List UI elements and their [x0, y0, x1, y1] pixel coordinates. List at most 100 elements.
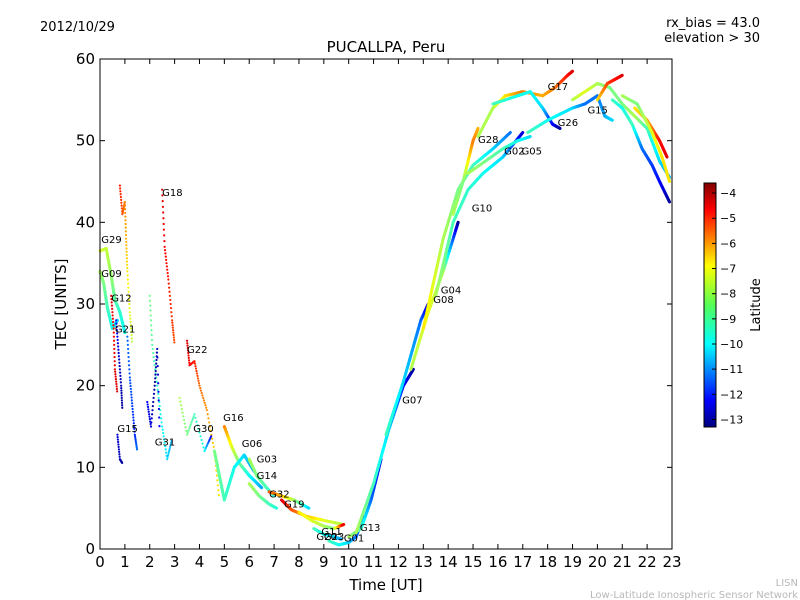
x-tick-label: 4 — [195, 553, 205, 571]
data-point — [119, 374, 122, 377]
data-point — [114, 378, 118, 381]
data-point — [153, 364, 156, 367]
data-point — [113, 351, 116, 355]
x-tick-label: 13 — [414, 553, 433, 571]
satellite-label-g02: G02 — [504, 147, 524, 158]
data-point — [159, 413, 162, 416]
data-point — [186, 342, 189, 345]
data-point — [148, 418, 151, 421]
data-point — [211, 441, 215, 444]
x-tick-label: 14 — [439, 553, 458, 571]
data-point — [186, 431, 189, 434]
data-point — [113, 360, 116, 363]
data-point — [126, 263, 129, 266]
satellite-label-g30: G30 — [193, 424, 213, 435]
data-point — [125, 247, 128, 250]
data-point — [185, 429, 188, 433]
data-point — [156, 384, 159, 387]
series-g30 — [178, 396, 213, 453]
data-point — [172, 333, 175, 337]
data-point — [196, 374, 199, 377]
data-point — [152, 355, 155, 359]
data-point — [125, 250, 128, 253]
data-point — [185, 433, 189, 436]
colorbar-label: Latitude — [749, 278, 764, 332]
data-point — [151, 404, 154, 408]
series-g03b — [595, 73, 624, 102]
data-point — [120, 389, 123, 392]
data-point — [116, 338, 119, 342]
satellite-label-g13: G13 — [360, 523, 380, 534]
data-point — [200, 438, 203, 442]
data-point — [195, 372, 199, 375]
series-g08 — [384, 302, 430, 437]
satellite-label-g22: G22 — [187, 345, 207, 356]
colorbar-tick-label: −10 — [720, 338, 743, 351]
data-point — [115, 382, 118, 386]
data-point — [114, 373, 117, 376]
data-point — [195, 420, 198, 423]
data-point — [158, 404, 161, 408]
colorbar-tick-label: −8 — [720, 288, 736, 301]
data-point — [125, 260, 129, 263]
satellite-label-g32: G32 — [269, 490, 289, 501]
data-point — [126, 343, 129, 346]
data-point — [113, 364, 116, 367]
data-point — [161, 200, 164, 203]
data-point — [135, 445, 138, 448]
data-point — [129, 382, 132, 385]
data-point — [120, 401, 124, 404]
data-point — [124, 226, 127, 229]
data-point — [169, 443, 172, 446]
series-g29 — [98, 246, 127, 335]
data-point — [173, 338, 176, 342]
data-point — [207, 441, 210, 444]
series-g18 — [161, 188, 176, 344]
data-point — [117, 348, 120, 351]
data-point — [130, 340, 134, 343]
data-point — [128, 372, 131, 375]
data-point — [156, 364, 159, 368]
credit-network: Low-Latitude Ionospheric Sensor Network — [590, 590, 798, 600]
series-g32 — [267, 490, 311, 510]
data-point — [172, 336, 175, 339]
data-point — [135, 448, 139, 451]
data-point — [112, 320, 115, 324]
data-point — [116, 438, 120, 441]
data-point — [128, 306, 131, 310]
data-point — [161, 205, 165, 208]
data-point — [189, 423, 192, 426]
data-point — [163, 234, 166, 237]
data-point — [194, 367, 198, 370]
satellite-label-g28: G28 — [478, 135, 498, 146]
data-point — [168, 447, 171, 451]
data-point — [208, 425, 212, 428]
data-point — [115, 322, 118, 325]
data-point — [197, 382, 201, 385]
x-tick-label: 22 — [638, 553, 657, 571]
elevation-label: elevation > 30 — [664, 31, 760, 46]
satellite-label-g23: G23 — [324, 532, 344, 543]
data-point — [119, 187, 122, 190]
colorbar-tick-label: −9 — [720, 313, 736, 326]
data-point — [207, 417, 210, 420]
series-g12b — [610, 98, 672, 204]
data-point — [127, 294, 130, 297]
satellite-label-g26: G26 — [558, 118, 578, 129]
data-point — [129, 320, 132, 324]
data-point — [211, 437, 214, 440]
data-point — [156, 356, 159, 359]
satellite-label-g01: G01 — [344, 534, 364, 545]
satellite-label-g06: G06 — [242, 439, 262, 450]
data-point — [200, 391, 203, 395]
data-point — [118, 453, 121, 456]
data-point — [117, 440, 120, 444]
x-tick-label: 20 — [588, 553, 607, 571]
data-point — [212, 445, 215, 449]
colorbar-tick-label: −12 — [720, 388, 743, 401]
data-point — [118, 450, 121, 453]
data-point — [121, 461, 124, 464]
data-point — [117, 351, 120, 355]
y-tick-label: 20 — [76, 377, 95, 395]
data-point — [170, 441, 173, 444]
